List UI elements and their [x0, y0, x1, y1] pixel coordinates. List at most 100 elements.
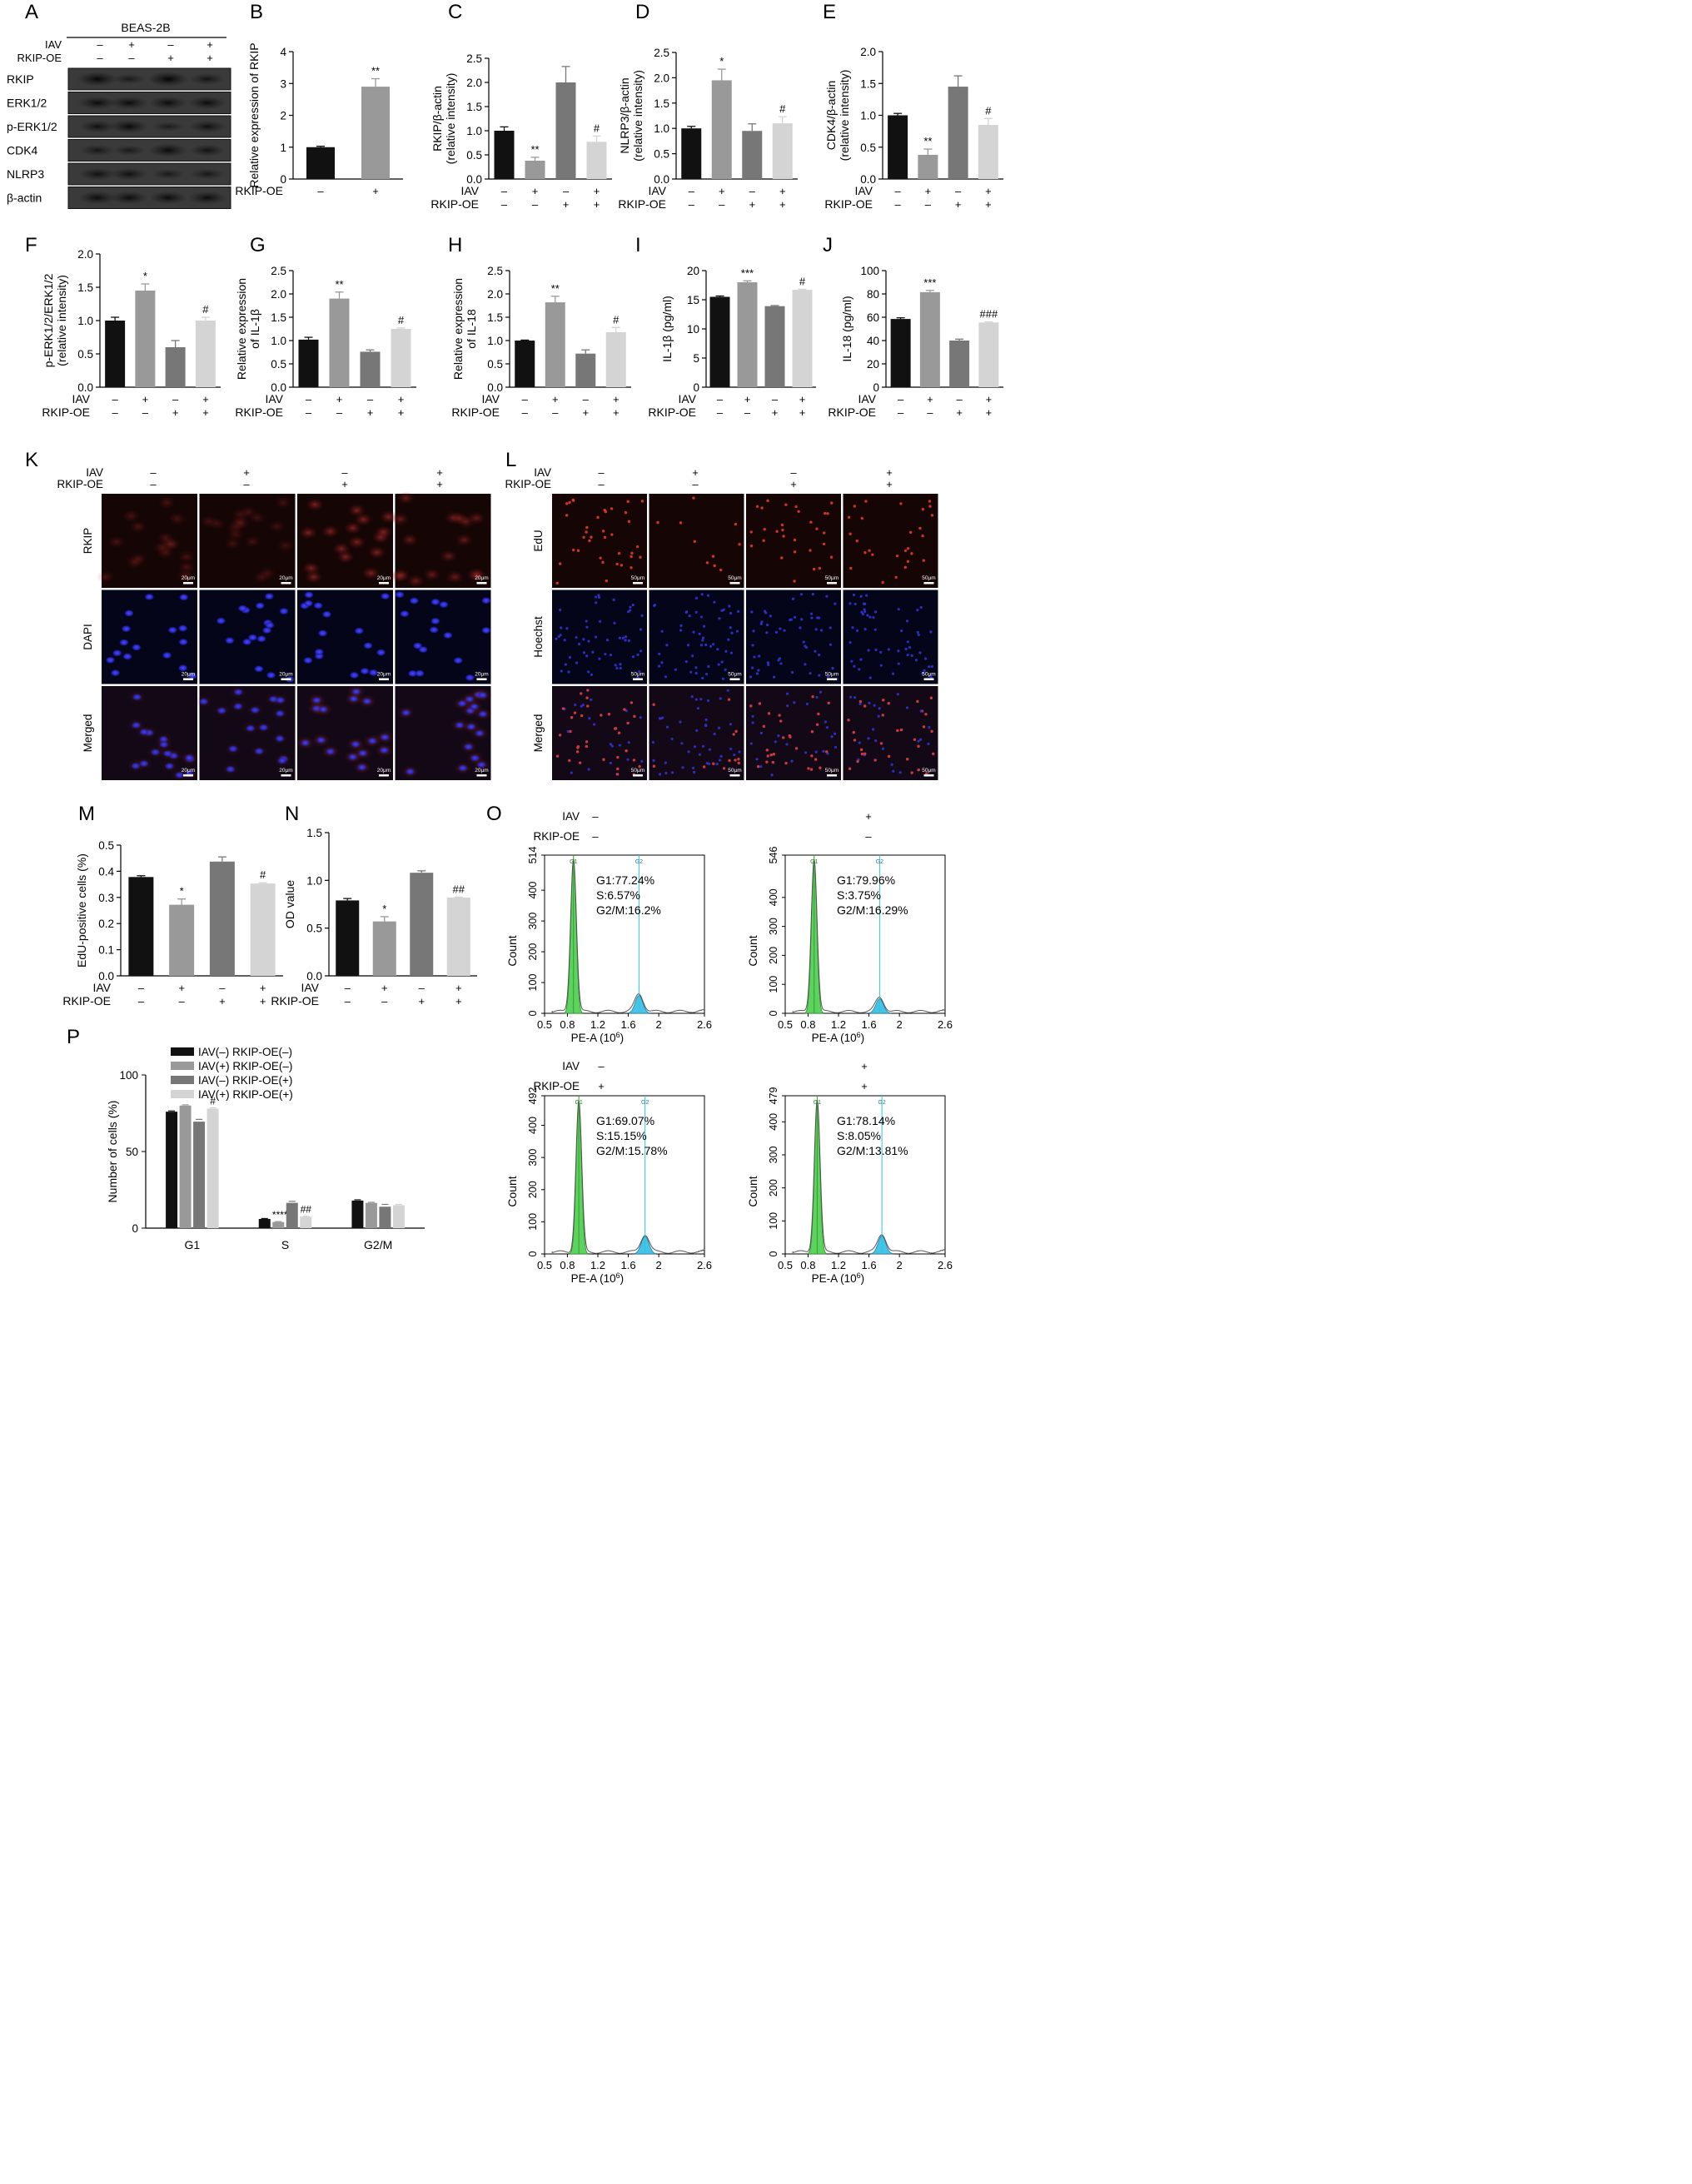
histogram-outline: [551, 858, 705, 1013]
y-tick-label: 400: [768, 1113, 779, 1131]
sign-value: –: [552, 406, 559, 419]
blue-nucleus: [588, 717, 591, 720]
red-cell: [767, 712, 771, 715]
blue-nucleus: [604, 652, 607, 656]
blue-nucleus: [665, 725, 669, 729]
blue-nucleus: [664, 761, 667, 764]
red-cell: [640, 500, 644, 503]
blot-strip-frame: [67, 162, 231, 186]
blue-nucleus: [728, 604, 731, 608]
blue-nucleus: [380, 734, 390, 741]
x-axis-label-exponent: 6: [857, 1271, 861, 1280]
red-cell: [734, 522, 738, 526]
blue-nucleus: [664, 771, 668, 775]
sign-value: –: [689, 185, 695, 197]
blue-nucleus: [657, 664, 661, 668]
blue-nucleus: [791, 597, 795, 600]
red-cell: [607, 713, 611, 716]
blue-nucleus: [233, 689, 243, 696]
red-cell: [766, 499, 769, 503]
bar: [165, 347, 186, 387]
red-cell: [858, 699, 863, 704]
y-tick-label: 0.0: [306, 970, 322, 983]
blue-nucleus: [713, 732, 716, 736]
y-tick-label: 100: [527, 974, 539, 992]
sign-value: –: [172, 393, 179, 405]
scale-bar: [827, 774, 837, 777]
scale-bar-label: 20μm: [377, 672, 391, 678]
sign-row-label: RKIP-OE: [62, 994, 111, 1007]
blue-nucleus: [275, 709, 285, 717]
blue-nucleus: [559, 608, 562, 612]
blue-nucleus: [631, 604, 634, 607]
blue-nucleus: [593, 723, 596, 726]
scale-bar-label: 20μm: [279, 768, 292, 774]
plot-frame: [544, 1095, 705, 1255]
blue-nucleus: [750, 610, 754, 614]
condition-sign: –: [692, 478, 699, 490]
blue-nucleus: [629, 605, 632, 609]
y-tick-label: 1.0: [654, 122, 669, 135]
blue-nucleus: [609, 654, 613, 657]
blue-nucleus: [560, 669, 563, 673]
x-tick-label: 2.6: [697, 1018, 712, 1031]
blue-nucleus: [585, 654, 589, 658]
blue-nucleus: [318, 705, 328, 713]
tile-background: [199, 590, 296, 684]
significance-label: **: [335, 278, 343, 291]
red-cell: [400, 533, 419, 547]
blot-row-label: RKIP-OE: [17, 52, 62, 64]
bar: [764, 306, 785, 387]
blue-nucleus: [179, 594, 189, 601]
micrograph-tile: 50μm: [649, 686, 744, 780]
red-cell: [756, 764, 760, 769]
blue-nucleus: [749, 675, 753, 679]
red-cell: [824, 511, 827, 515]
red-cell: [882, 699, 885, 702]
blue-nucleus: [684, 660, 688, 664]
blue-nucleus: [896, 693, 899, 696]
sign-value: –: [898, 393, 904, 405]
blue-nucleus: [724, 668, 727, 671]
sign-row-label: RKIP-OE: [828, 405, 876, 419]
g2m-percentage: G2/M:13.81%: [837, 1144, 908, 1157]
y-max-label: 479: [768, 1087, 779, 1105]
blue-nucleus: [853, 602, 857, 606]
x-axis-label-exponent: 6: [616, 1031, 620, 1039]
sign-value: +: [749, 198, 755, 211]
blue-nucleus: [625, 709, 628, 713]
red-cell: [722, 767, 726, 770]
y-tick-label: 2: [280, 110, 286, 122]
y-tick-label: 2.0: [271, 288, 286, 301]
x-tick-label: 1.2: [590, 1018, 605, 1031]
blue-nucleus: [904, 647, 908, 651]
sign-row-label: RKIP-OE: [42, 405, 90, 419]
blue-nucleus: [679, 624, 683, 628]
bar: [351, 1200, 364, 1228]
blot-band: [151, 168, 186, 180]
blue-nucleus: [124, 609, 134, 617]
legend-swatch: [171, 1090, 194, 1098]
x-axis-label-exponent: 6: [616, 1271, 620, 1280]
sign-value: +: [260, 982, 266, 994]
blot-band: [187, 191, 227, 205]
g1-percentage: G1:69.07%: [596, 1114, 654, 1127]
y-tick-label: 100: [527, 1213, 539, 1231]
blue-nucleus: [923, 669, 926, 672]
blue-nucleus: [767, 663, 770, 666]
scale-bar: [923, 678, 934, 680]
bar: [890, 319, 911, 387]
y-tick-label: 0: [132, 1222, 138, 1235]
bar: [978, 322, 999, 387]
y-tick-label: 400: [768, 888, 779, 906]
g2m-percentage: G2/M:16.29%: [837, 903, 908, 917]
blue-nucleus: [605, 639, 610, 642]
blot-band: [148, 143, 188, 157]
y-max-label: 546: [768, 847, 779, 864]
bar: [105, 321, 126, 387]
red-cell: [847, 719, 850, 722]
blue-nucleus: [863, 608, 866, 611]
red-cell: [445, 570, 465, 584]
red-cell: [565, 502, 569, 505]
significance-label: #: [594, 122, 600, 134]
